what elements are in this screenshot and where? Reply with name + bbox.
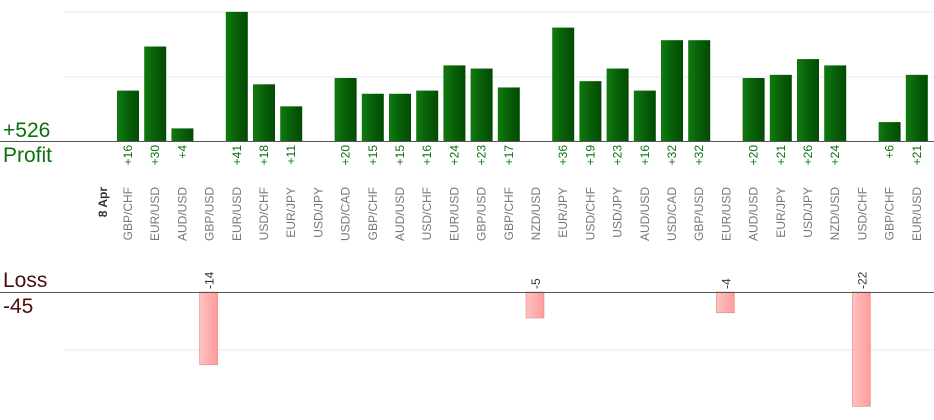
loss-label: Loss bbox=[3, 269, 48, 292]
profit-bar bbox=[688, 40, 711, 142]
category-label: GBP/CHF bbox=[121, 187, 135, 240]
profit-value-label: +15 bbox=[393, 145, 407, 166]
profit-value-label: +20 bbox=[339, 145, 353, 166]
category-label: USD/JPY bbox=[801, 187, 815, 238]
profit-value-label: +11 bbox=[284, 145, 298, 165]
category-label: EUR/JPY bbox=[284, 187, 298, 238]
profit-bar bbox=[280, 106, 303, 141]
category-labels: GBP/CHF EUR/USD AUD/USD GBP/USD EUR/USD USD/C… bbox=[96, 187, 924, 241]
profit-value-label: +24 bbox=[828, 145, 842, 166]
loss-bar bbox=[525, 291, 545, 319]
category-label: GBP/USD bbox=[692, 187, 706, 241]
category-label: GBP/CHF bbox=[366, 187, 380, 240]
category-label: USD/CAD bbox=[665, 187, 679, 241]
loss-value-label: -4 bbox=[719, 278, 733, 289]
profit-value-label: +17 bbox=[502, 145, 516, 166]
category-label: EUR/USD bbox=[719, 187, 733, 241]
loss-value-label: -22 bbox=[855, 271, 869, 289]
profit-value-label: +16 bbox=[420, 145, 434, 166]
profit-bar bbox=[905, 74, 928, 141]
category-label: EUR/USD bbox=[148, 187, 162, 241]
profit-bar bbox=[334, 78, 357, 141]
profit-value-label: +32 bbox=[692, 145, 706, 166]
loss-value-label: -5 bbox=[529, 278, 543, 289]
category-label: AUD/USD bbox=[747, 187, 761, 241]
category-label: USD/CAD bbox=[339, 187, 353, 241]
profit-value-label: +26 bbox=[801, 145, 815, 166]
category-label: AUD/USD bbox=[393, 187, 407, 241]
profit-value-label: +23 bbox=[475, 145, 489, 166]
loss-bar bbox=[716, 291, 735, 314]
profit-value-label: +41 bbox=[230, 145, 244, 166]
profit-value-label: +4 bbox=[175, 145, 189, 159]
category-label: USD/CHF bbox=[583, 187, 597, 240]
category-label: USD/CHF bbox=[855, 187, 869, 240]
profit-value-label: +6 bbox=[883, 145, 897, 159]
category-label: AUD/USD bbox=[638, 187, 652, 241]
category-label: GBP/CHF bbox=[883, 187, 897, 240]
date-label: 8 Apr bbox=[96, 187, 110, 218]
category-label: EUR/JPY bbox=[556, 187, 570, 238]
profit-value-label: +20 bbox=[747, 145, 761, 166]
profit-value-label: +36 bbox=[556, 145, 570, 166]
loss-bar bbox=[199, 291, 218, 366]
axes bbox=[0, 141, 934, 293]
profit-bar bbox=[416, 90, 439, 141]
category-label: GBP/USD bbox=[475, 187, 489, 241]
loss-bar bbox=[852, 291, 871, 407]
profit-bar bbox=[633, 90, 656, 141]
profit-value-label: +32 bbox=[665, 145, 679, 166]
category-label: NZD/USD bbox=[828, 187, 842, 241]
profit-bar bbox=[361, 93, 384, 141]
profit-bar bbox=[443, 65, 466, 141]
profit-value-label: +23 bbox=[611, 145, 625, 166]
category-label: USD/JPY bbox=[611, 187, 625, 238]
category-label: NZD/USD bbox=[529, 187, 543, 241]
profit-bar bbox=[878, 122, 901, 141]
loss-bars: -14 -5 -4 -22 bbox=[199, 271, 871, 407]
profit-bar bbox=[661, 40, 683, 142]
category-label: USD/CHF bbox=[420, 187, 434, 240]
category-label: AUD/USD bbox=[175, 187, 189, 241]
profit-bar bbox=[470, 68, 493, 141]
profit-value-label: +21 bbox=[774, 145, 788, 166]
category-label: GBP/USD bbox=[203, 187, 217, 241]
profit-value-label: +15 bbox=[366, 145, 380, 166]
profit-bar bbox=[144, 46, 167, 141]
profit-total: +526 bbox=[3, 119, 51, 142]
profit-bar bbox=[171, 128, 194, 141]
profit-bar bbox=[552, 27, 575, 142]
profit-value-label: +19 bbox=[583, 145, 597, 166]
category-label: EUR/USD bbox=[447, 187, 461, 241]
profit-bar bbox=[253, 84, 275, 141]
profit-bar bbox=[389, 93, 411, 141]
loss-total: -45 bbox=[3, 295, 34, 318]
profit-bar bbox=[606, 68, 629, 141]
profit-bar bbox=[117, 90, 139, 141]
category-label: GBP/CHF bbox=[502, 187, 516, 240]
profit-bar bbox=[797, 59, 819, 141]
profit-bar bbox=[579, 81, 602, 141]
profit-value-label: +16 bbox=[638, 145, 652, 166]
profit-value-label: +21 bbox=[910, 145, 924, 166]
profit-value-label: +16 bbox=[121, 145, 135, 166]
profit-bar bbox=[769, 74, 792, 141]
profit-bar bbox=[824, 65, 847, 141]
category-label: EUR/USD bbox=[230, 187, 244, 241]
profit-label: Profit bbox=[3, 144, 53, 167]
category-label: USD/CHF bbox=[257, 187, 271, 240]
profit-bars: +16 +30 +4 +41 +18 +11 +20 +15 +15 +16 +24 +23 +17 +3… bbox=[117, 11, 928, 166]
category-label: EUR/USD bbox=[910, 187, 924, 241]
profit-bar bbox=[225, 11, 248, 141]
category-label: EUR/JPY bbox=[774, 187, 788, 238]
profit-bar bbox=[497, 87, 520, 141]
profit-value-label: +18 bbox=[257, 145, 271, 166]
category-label: USD/JPY bbox=[311, 187, 325, 238]
profit-bar bbox=[742, 78, 765, 141]
loss-value-label: -14 bbox=[203, 271, 217, 289]
profit-value-label: +24 bbox=[447, 145, 461, 166]
profit-value-label: +30 bbox=[148, 145, 162, 166]
